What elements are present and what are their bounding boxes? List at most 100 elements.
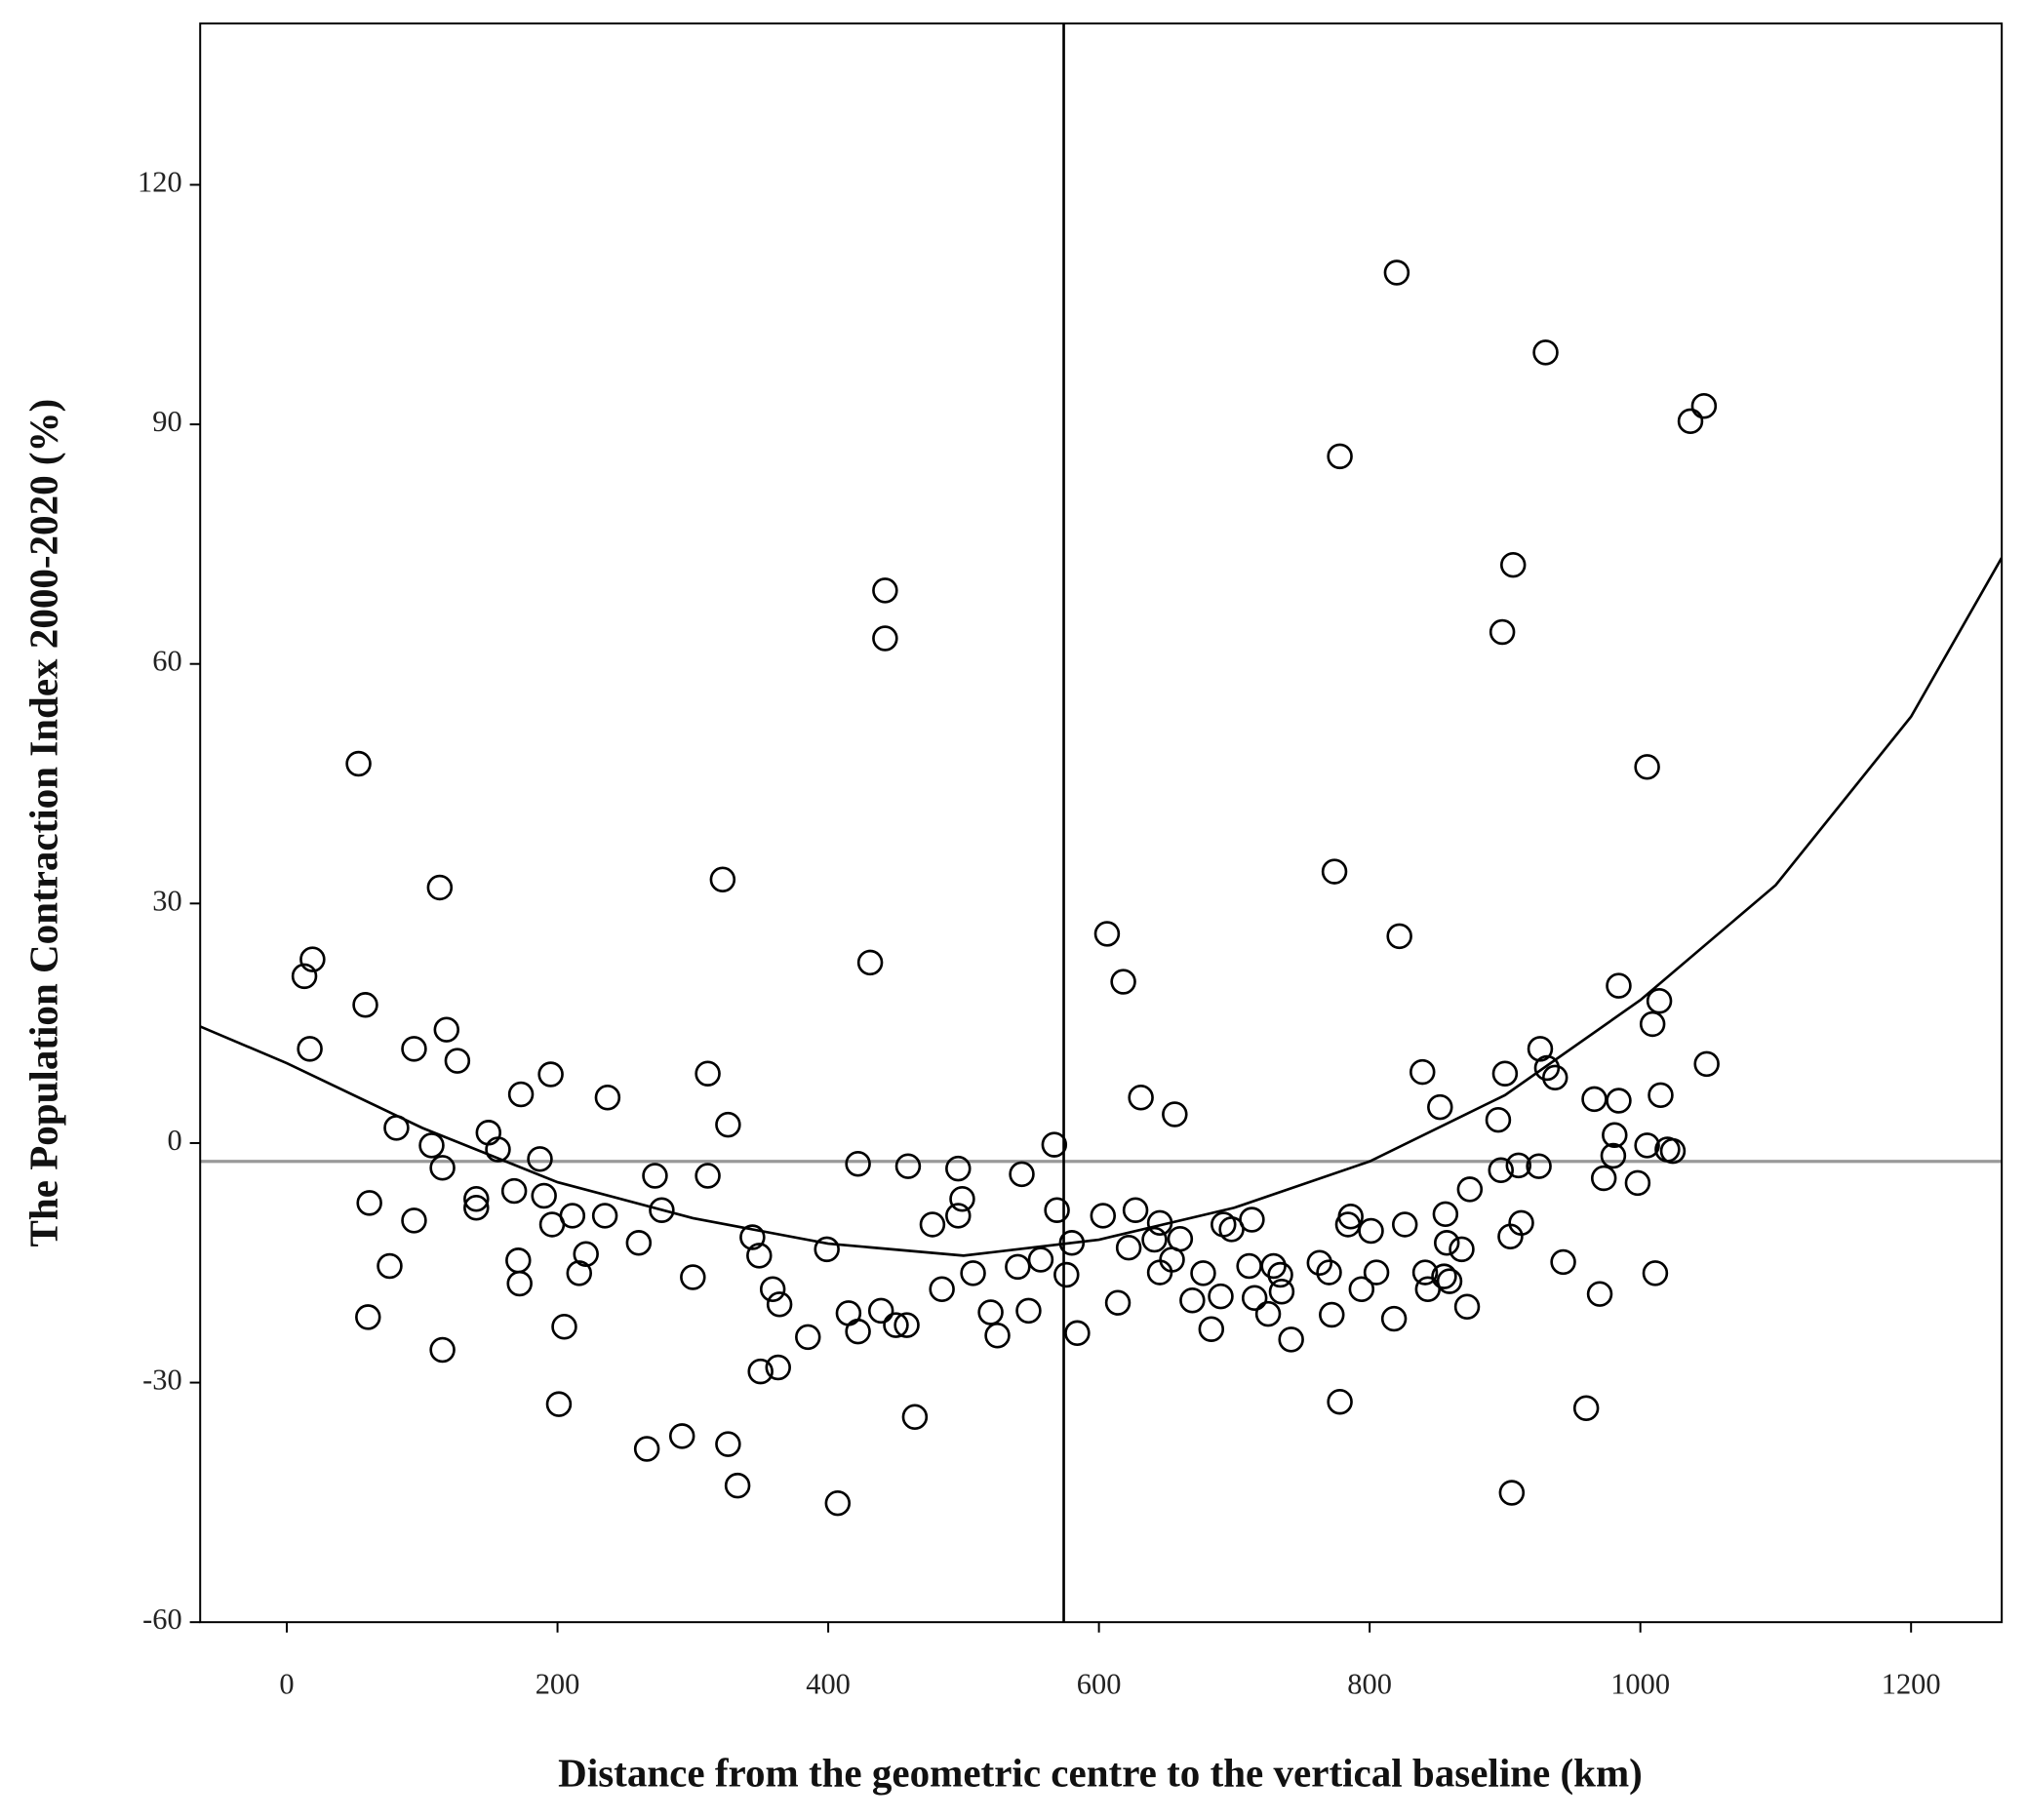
- data-point: [299, 946, 326, 972]
- data-point: [1337, 1204, 1364, 1230]
- plot-frame: [199, 22, 2004, 1624]
- data-point: [429, 1336, 456, 1364]
- data-point: [1634, 1132, 1660, 1159]
- y-tick-label: 60: [152, 645, 181, 678]
- data-point: [551, 1314, 577, 1340]
- data-point: [1115, 1234, 1142, 1261]
- data-point: [1104, 1289, 1132, 1316]
- data-point: [291, 963, 318, 990]
- data-point: [401, 1207, 427, 1234]
- data-point: [872, 577, 898, 604]
- data-point: [1128, 1085, 1154, 1111]
- data-point: [591, 1203, 618, 1229]
- y-tick-label: -60: [142, 1602, 182, 1636]
- data-point: [1634, 754, 1660, 780]
- data-point: [1505, 1152, 1532, 1179]
- data-point: [795, 1324, 821, 1351]
- x-tick-label: 400: [806, 1667, 851, 1700]
- data-point: [883, 1312, 909, 1338]
- data-point: [680, 1264, 706, 1290]
- x-tick-label: 200: [536, 1667, 580, 1700]
- data-point: [1260, 1252, 1287, 1280]
- data-point: [1380, 1305, 1408, 1332]
- data-point: [1090, 1203, 1117, 1229]
- data-point: [1542, 1064, 1568, 1091]
- data-point: [1690, 393, 1718, 419]
- data-point: [1321, 858, 1348, 885]
- data-point: [901, 1404, 929, 1431]
- data-point: [1093, 921, 1121, 947]
- data-point: [537, 1061, 564, 1088]
- data-point: [433, 1016, 460, 1043]
- data-point: [1606, 1088, 1632, 1114]
- data-point: [352, 992, 378, 1018]
- data-point: [1306, 1249, 1333, 1276]
- data-point: [1489, 618, 1516, 646]
- data-point: [1488, 1157, 1514, 1184]
- data-point: [949, 1186, 975, 1212]
- data-point: [1348, 1276, 1375, 1303]
- data-point: [559, 1203, 586, 1229]
- data-point: [1432, 1201, 1459, 1228]
- x-tick-label: 0: [279, 1667, 294, 1700]
- y-tick-label: 90: [152, 405, 181, 438]
- data-point: [1141, 1226, 1168, 1253]
- data-point: [625, 1230, 653, 1256]
- data-point: [715, 1431, 741, 1457]
- data-point: [545, 1391, 573, 1417]
- data-point: [1499, 551, 1527, 578]
- data-point: [668, 1423, 695, 1449]
- plot-area: [200, 23, 2003, 1623]
- data-point: [1436, 1268, 1463, 1294]
- data-point: [845, 1150, 871, 1177]
- x-tick-label: 600: [1077, 1667, 1122, 1700]
- data-point: [1386, 923, 1412, 950]
- data-point: [649, 1197, 675, 1223]
- data-point: [960, 1260, 986, 1286]
- data-point: [500, 1177, 528, 1205]
- data-point: [824, 1489, 852, 1517]
- data-point: [1064, 1320, 1091, 1347]
- data-point: [1646, 987, 1673, 1014]
- data-point: [1648, 1082, 1674, 1109]
- data-point: [297, 1036, 323, 1062]
- data-point: [355, 1304, 381, 1330]
- data-point: [531, 1182, 557, 1209]
- data-point: [463, 1186, 490, 1212]
- data-point: [345, 750, 372, 777]
- data-point: [1410, 1058, 1436, 1086]
- data-point: [945, 1155, 972, 1182]
- data-point: [1572, 1395, 1600, 1421]
- data-point: [566, 1260, 592, 1286]
- data-point: [1532, 339, 1559, 366]
- y-axis-title: The Population Contraction Index 2000-20…: [20, 399, 65, 1247]
- y-tick-label: -30: [142, 1364, 182, 1397]
- data-point: [1411, 1259, 1439, 1286]
- data-point: [759, 1276, 786, 1303]
- data-point: [1606, 972, 1632, 999]
- data-point: [893, 1312, 920, 1338]
- data-point: [845, 1318, 871, 1345]
- data-point: [1659, 1137, 1687, 1165]
- data-point: [929, 1276, 955, 1303]
- data-point: [1431, 1263, 1457, 1289]
- data-point: [1009, 1161, 1035, 1188]
- data-point: [1449, 1236, 1475, 1263]
- data-point: [1044, 1197, 1070, 1223]
- data-point: [747, 1358, 774, 1385]
- data-point: [919, 1211, 946, 1238]
- data-point: [872, 625, 898, 652]
- x-tick-label: 1200: [1882, 1667, 1941, 1700]
- fit-curve: [200, 557, 2003, 1257]
- y-tick-label: 0: [167, 1124, 181, 1157]
- data-point: [573, 1241, 599, 1267]
- data-point: [1550, 1248, 1576, 1276]
- data-point: [1316, 1259, 1342, 1286]
- data-point: [418, 1132, 445, 1159]
- data-point: [1005, 1253, 1031, 1281]
- data-point: [695, 1060, 721, 1087]
- data-point: [1433, 1230, 1460, 1256]
- data-point: [1208, 1283, 1234, 1310]
